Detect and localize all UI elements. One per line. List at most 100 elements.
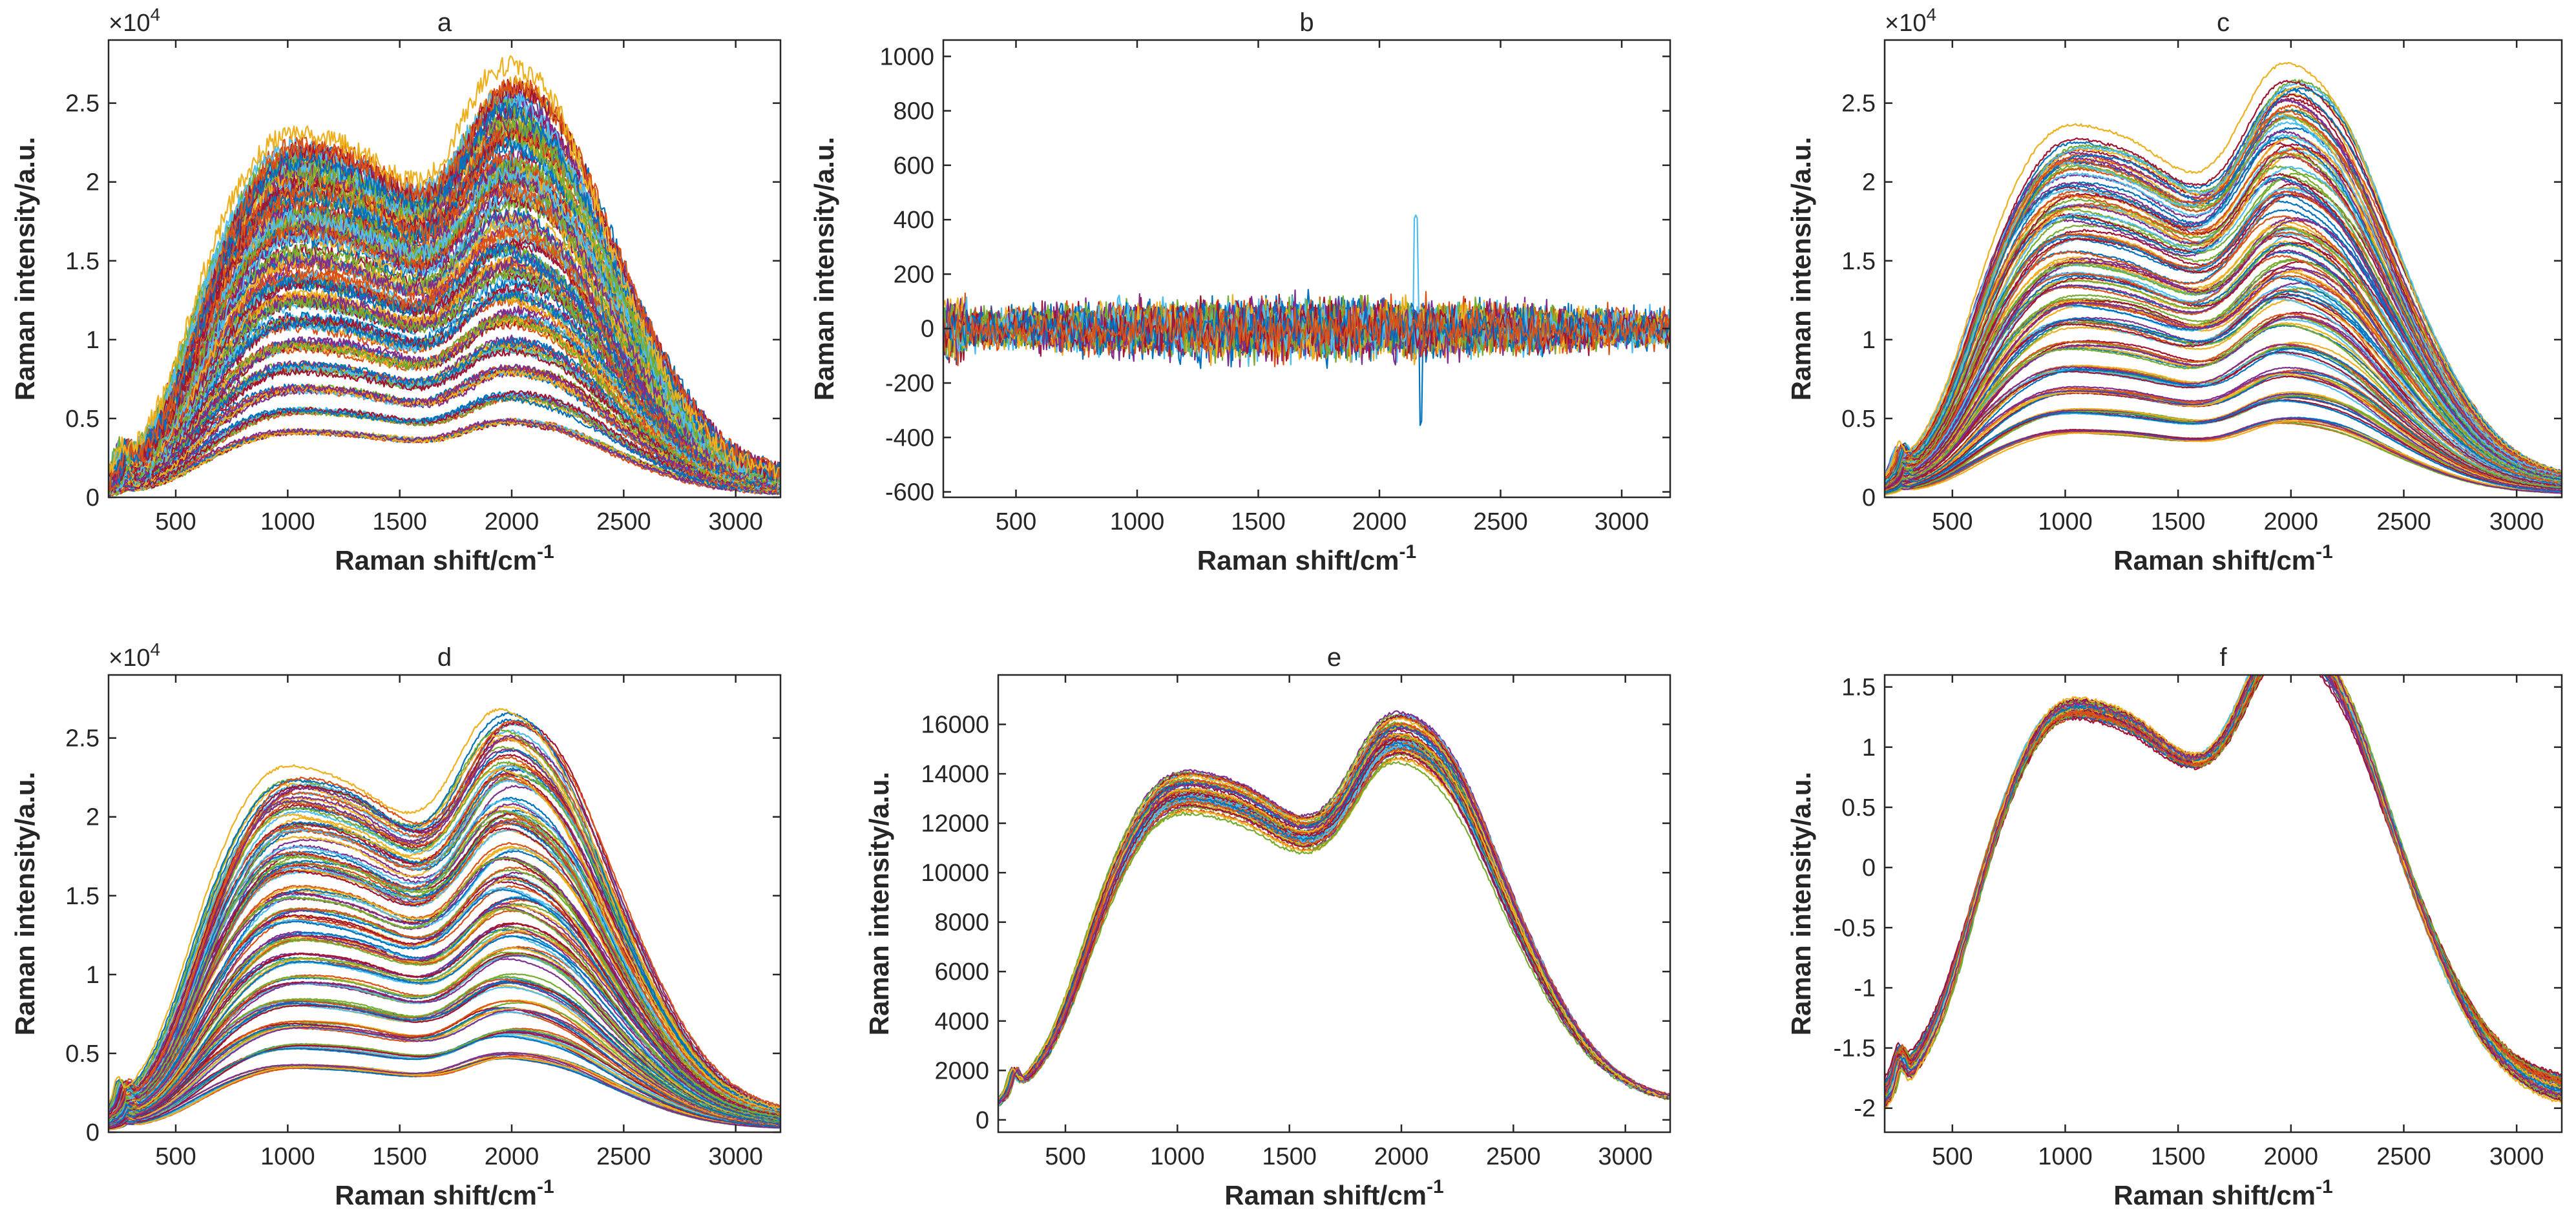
series-group-a xyxy=(109,56,780,497)
x-tick-label: 3000 xyxy=(708,508,763,535)
y-tick-label: 600 xyxy=(894,152,934,180)
x-tick-label: 2000 xyxy=(2264,1143,2319,1170)
y-tick-label: 0 xyxy=(976,1107,989,1134)
x-tick-label: 2500 xyxy=(1473,508,1528,535)
x-tick-label: 2500 xyxy=(2376,1143,2431,1170)
x-axis-label: Raman shift/cm-1 xyxy=(335,1176,554,1210)
x-tick-label: 1500 xyxy=(372,1143,427,1170)
y-tick-label: 12000 xyxy=(921,811,989,838)
x-tick-label: 2500 xyxy=(596,1143,651,1170)
x-tick-label: 2500 xyxy=(1486,1143,1541,1170)
x-tick-label: 500 xyxy=(155,1143,196,1170)
exponent-label: ×104 xyxy=(1885,5,1936,37)
y-axis-label: Raman intensity/a.u. xyxy=(1786,772,1816,1035)
x-tick-label: 500 xyxy=(155,508,196,535)
y-tick-label: 14000 xyxy=(921,761,989,788)
panel-b: 500 1000 1500 2000 2500 3000-600-400-20002004… xyxy=(809,8,1670,575)
y-tick-label: 0.5 xyxy=(65,406,99,433)
y-tick-label: 2 xyxy=(86,804,99,831)
series-group-b xyxy=(943,215,1670,425)
series-group-e xyxy=(998,711,1670,1106)
x-tick-label: 500 xyxy=(996,508,1036,535)
exponent-label: ×104 xyxy=(109,5,160,37)
x-tick-label: 1000 xyxy=(2038,1143,2093,1170)
y-tick-label: -0.5 xyxy=(1834,915,1876,942)
x-tick-label: 1000 xyxy=(1150,1143,1205,1170)
y-tick-label: -1 xyxy=(1854,975,1876,1002)
panel-title: f xyxy=(2219,643,2227,672)
y-tick-label: 0 xyxy=(86,484,99,512)
series-group-c xyxy=(1885,63,2562,495)
y-tick-label: -2 xyxy=(1854,1095,1876,1123)
y-tick-label: 0.5 xyxy=(1841,794,1876,822)
x-tick-label: 3000 xyxy=(708,1143,763,1170)
x-tick-label: 3000 xyxy=(2489,508,2544,535)
x-tick-label: 2000 xyxy=(485,1143,539,1170)
y-tick-label: 1 xyxy=(86,962,99,989)
y-tick-label: 0 xyxy=(1862,854,1876,882)
y-tick-label: 2 xyxy=(86,169,99,196)
y-tick-label: 1 xyxy=(1862,734,1876,761)
x-tick-label: 2000 xyxy=(1374,1143,1429,1170)
y-tick-label: 0 xyxy=(921,316,934,343)
x-tick-label: 3000 xyxy=(1595,508,1649,535)
y-tick-label: 2 xyxy=(1862,169,1876,196)
panel-a: 500 1000 1500 2000 2500 300000.511.522.5a×104… xyxy=(10,5,780,575)
x-tick-label: 3000 xyxy=(1598,1143,1653,1170)
y-tick-label: -1.5 xyxy=(1834,1035,1876,1062)
spectrum-line xyxy=(1885,634,2562,1104)
series-group-f xyxy=(1885,623,2562,1110)
x-tick-label: 2500 xyxy=(596,508,651,535)
x-tick-label: 1000 xyxy=(260,1143,315,1170)
x-tick-label: 1500 xyxy=(2151,508,2206,535)
panel-title: d xyxy=(437,643,452,672)
x-tick-label: 500 xyxy=(1045,1143,1085,1170)
x-tick-label: 1500 xyxy=(1262,1143,1317,1170)
series-group-d xyxy=(109,709,780,1130)
x-tick-label: 500 xyxy=(1932,1143,1973,1170)
y-axis-label: Raman intensity/a.u. xyxy=(10,137,40,400)
y-tick-label: 6000 xyxy=(934,958,989,986)
y-tick-label: -600 xyxy=(885,479,934,506)
x-axis-label: Raman shift/cm-1 xyxy=(2113,541,2332,575)
y-tick-label: 0.5 xyxy=(65,1041,99,1068)
y-tick-label: 800 xyxy=(894,98,934,125)
y-tick-label: 400 xyxy=(894,207,934,234)
x-tick-label: 1000 xyxy=(1110,508,1165,535)
y-axis-label: Raman intensity/a.u. xyxy=(864,772,894,1035)
y-tick-label: 8000 xyxy=(934,909,989,937)
y-axis-label: Raman intensity/a.u. xyxy=(1786,137,1816,400)
x-tick-label: 1500 xyxy=(1231,508,1286,535)
x-tick-label: 1500 xyxy=(2151,1143,2206,1170)
figure-canvas: 500 1000 1500 2000 2500 300000.511.522.5a×104… xyxy=(0,0,2576,1222)
y-axis-label: Raman intensity/a.u. xyxy=(10,772,40,1035)
y-tick-label: 16000 xyxy=(921,712,989,739)
panel-title: a xyxy=(437,8,452,37)
x-tick-label: 2500 xyxy=(2376,508,2431,535)
y-tick-label: 1.5 xyxy=(65,248,99,275)
panel-c: 500 1000 1500 2000 2500 300000.511.522.5c×104… xyxy=(1786,5,2562,575)
axes-frame xyxy=(943,40,1670,497)
x-axis-label: Raman shift/cm-1 xyxy=(1197,541,1416,575)
y-tick-label: 1.5 xyxy=(65,883,99,910)
exponent-label: ×104 xyxy=(109,639,160,672)
y-tick-label: 1 xyxy=(86,327,99,354)
y-tick-label: 2000 xyxy=(934,1057,989,1084)
panel-title: c xyxy=(2217,8,2230,37)
spectrum-line xyxy=(1885,627,2562,1108)
x-tick-label: 1500 xyxy=(372,508,427,535)
x-tick-label: 1000 xyxy=(260,508,315,535)
y-tick-label: 200 xyxy=(894,261,934,288)
panel-title: e xyxy=(1327,643,1341,672)
x-axis-label: Raman shift/cm-1 xyxy=(335,541,554,575)
y-tick-label: -200 xyxy=(885,370,934,397)
y-tick-label: 1000 xyxy=(879,43,934,70)
panel-d: 500 1000 1500 2000 2500 300000.511.522.5d×104… xyxy=(10,639,780,1210)
y-tick-label: 2.5 xyxy=(1841,90,1876,118)
y-tick-label: 1 xyxy=(1862,327,1876,354)
y-tick-label: 0 xyxy=(1862,484,1876,512)
y-tick-label: 2.5 xyxy=(65,725,99,752)
spectrum-line xyxy=(998,717,1670,1104)
x-tick-label: 1000 xyxy=(2038,508,2093,535)
y-tick-label: 2.5 xyxy=(65,90,99,118)
